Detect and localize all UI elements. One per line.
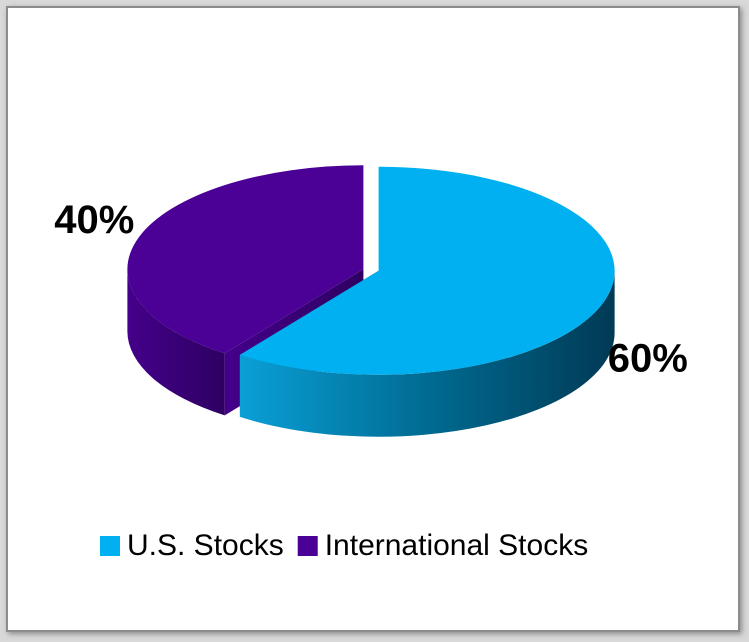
data-label: 60% <box>608 337 688 381</box>
legend-label: International Stocks <box>325 529 588 562</box>
legend-swatch <box>297 536 318 556</box>
plot-area: 40% 60% <box>54 165 688 437</box>
slice <box>127 165 364 354</box>
slice-wall <box>239 270 615 437</box>
legend: U.S. Stocks International Stocks <box>100 529 588 562</box>
legend-label: U.S. Stocks <box>127 529 284 562</box>
data-label: 40% <box>54 198 134 242</box>
legend-swatch <box>100 536 120 556</box>
slice-wall <box>127 269 225 416</box>
slice <box>239 166 615 375</box>
